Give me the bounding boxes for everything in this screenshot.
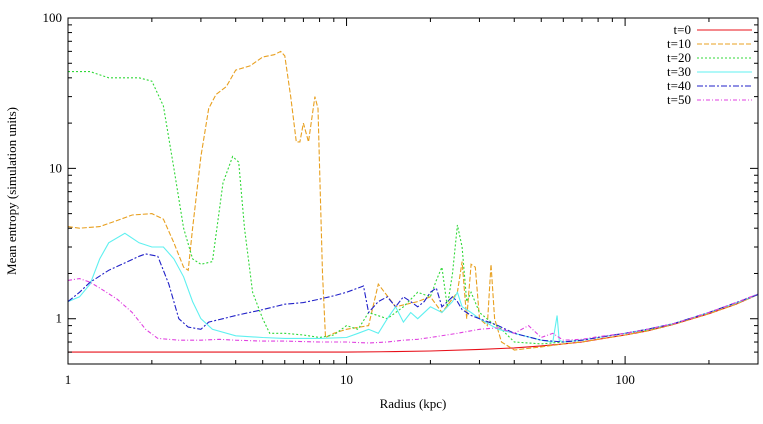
legend-label-0: t=0: [674, 22, 691, 37]
x-tick-label: 100: [615, 372, 635, 387]
legend-label-3: t=30: [667, 64, 691, 79]
series-layer: [67, 50, 759, 353]
x-tick-label: 10: [340, 372, 353, 387]
legend-label-4: t=40: [667, 78, 691, 93]
tick-layer: 1 10 100 1 10 100: [43, 10, 759, 387]
legend: t=0t=10t=20t=30t=40t=50: [667, 22, 752, 107]
series-line-4: [67, 253, 759, 343]
x-axis-title: Radius (kpc): [380, 396, 447, 411]
plot-frame: [67, 17, 759, 365]
y-tick-label: 10: [49, 160, 62, 175]
legend-label-1: t=10: [667, 36, 691, 51]
series-line-1: [67, 50, 759, 351]
y-tick-label: 100: [43, 10, 63, 25]
series-line-5: [67, 278, 759, 344]
series-line-3: [67, 232, 759, 343]
y-axis-title: Mean entropy (simulation units): [4, 107, 19, 275]
y-tick-label: 1: [56, 311, 63, 326]
legend-label-2: t=20: [667, 50, 691, 65]
x-tick-label: 1: [65, 372, 72, 387]
legend-label-5: t=50: [667, 92, 691, 107]
